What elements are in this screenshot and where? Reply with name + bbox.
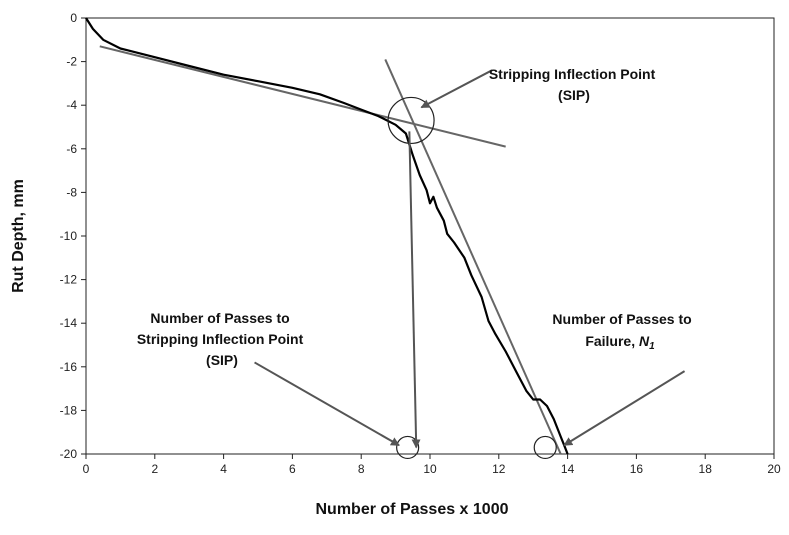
annotation-passes-to-sip: Number of Passes to Stripping Inflection… xyxy=(137,310,307,368)
annotation-passes-to-failure: Number of Passes to Failure, N1 xyxy=(552,311,695,352)
x-axis-title: Number of Passes x 1000 xyxy=(316,501,509,518)
x-tick-label: 20 xyxy=(767,462,781,476)
pointer-arrows xyxy=(254,69,686,449)
y-tick-label: 0 xyxy=(70,11,77,25)
x-tick-label: 6 xyxy=(289,462,296,476)
annotation-passes-to-sip-line-3: (SIP) xyxy=(206,352,238,368)
x-tick-label: 2 xyxy=(151,462,158,476)
rut-depth-curve xyxy=(85,17,569,455)
pointer-arrow xyxy=(408,131,421,449)
x-tick-label: 14 xyxy=(561,462,575,476)
y-tick-label: -14 xyxy=(60,316,78,330)
y-tick-label: -18 xyxy=(60,403,78,417)
x-tick-label: 10 xyxy=(423,462,437,476)
annotation-sip: Stripping Inflection Point (SIP) xyxy=(489,66,659,103)
x-tick-label: 4 xyxy=(220,462,227,476)
x-tick-label: 0 xyxy=(83,462,90,476)
y-axis-ticks: 0 -2 -4 -6 -8 -10 -12 -14 -16 -18 -20 xyxy=(60,11,86,461)
x-tick-label: 12 xyxy=(492,462,506,476)
y-tick-label: -6 xyxy=(66,142,77,156)
x-axis-ticks: 0 2 4 6 8 10 12 14 16 18 20 xyxy=(83,454,781,476)
tangent-line xyxy=(99,45,506,148)
tangent-line xyxy=(384,59,562,455)
marker-circle xyxy=(533,435,557,460)
y-tick-label: -12 xyxy=(60,273,78,287)
annotation-passes-to-sip-line-1: Number of Passes to xyxy=(150,310,289,326)
annotation-passes-to-sip-line-2: Stripping Inflection Point xyxy=(137,331,304,347)
x-tick-label: 18 xyxy=(699,462,713,476)
annotation-failure-line-2: Failure, xyxy=(585,333,639,349)
annotation-failure-subscript: 1 xyxy=(649,341,655,352)
pointer-arrow xyxy=(563,370,686,447)
y-tick-label: -10 xyxy=(60,229,78,243)
x-tick-label: 16 xyxy=(630,462,644,476)
y-axis-title: Rut Depth, mm xyxy=(10,179,27,293)
annotation-sip-line-2: (SIP) xyxy=(558,87,590,103)
annotation-sip-line-1: Stripping Inflection Point xyxy=(489,66,656,82)
y-tick-label: -4 xyxy=(66,98,77,112)
data-series xyxy=(85,17,569,455)
marker-circle xyxy=(387,96,435,145)
tangent-lines xyxy=(99,45,562,455)
y-tick-label: -2 xyxy=(66,55,77,69)
y-tick-label: -20 xyxy=(60,447,78,461)
annotation-failure-line-1: Number of Passes to xyxy=(552,311,691,327)
x-tick-label: 8 xyxy=(358,462,365,476)
pointer-arrow xyxy=(420,69,493,109)
pointer-arrow xyxy=(254,361,400,447)
plot-frame xyxy=(85,17,775,455)
y-tick-label: -16 xyxy=(60,360,78,374)
annotation-failure-n: N xyxy=(639,333,650,349)
y-tick-label: -8 xyxy=(66,185,77,199)
